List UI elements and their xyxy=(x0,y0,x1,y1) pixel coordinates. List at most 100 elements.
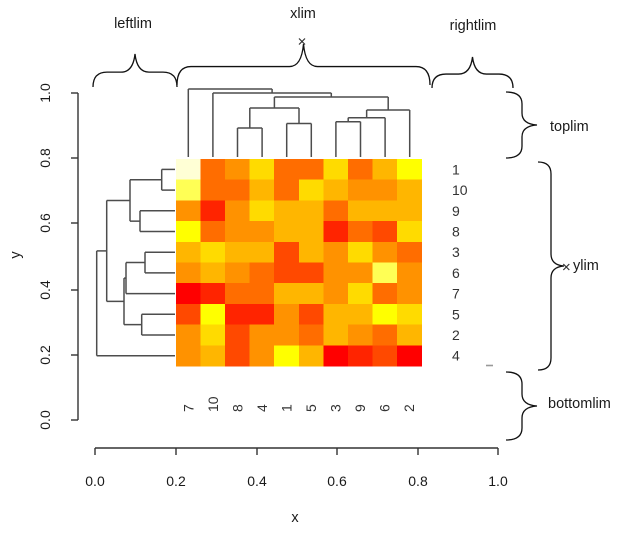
heatmap-cell xyxy=(176,324,201,346)
brace-leftlim xyxy=(92,53,178,88)
heatmap-cell xyxy=(372,221,398,243)
heatmap-cell xyxy=(225,303,251,325)
x-axis-title: x xyxy=(291,510,299,526)
heatmap-cell xyxy=(372,241,398,263)
heatmap-cell xyxy=(396,179,422,201)
heatmap-cell xyxy=(323,324,349,346)
heatmap-cell xyxy=(176,200,201,222)
heatmap-cell xyxy=(298,303,324,325)
heatmap-cell xyxy=(225,283,251,305)
heatmap-cell xyxy=(298,283,324,305)
heatmap-cell xyxy=(200,241,226,263)
col-label: 2 xyxy=(401,404,417,412)
heatmap-cell xyxy=(176,179,201,201)
heatmap-cell xyxy=(274,179,300,201)
heatmap-cell xyxy=(396,283,422,305)
heatmap-cell xyxy=(323,241,349,263)
x-tick-label: 0.4 xyxy=(247,473,267,489)
x-marker xyxy=(298,38,306,45)
heatmap-cell xyxy=(249,345,275,367)
heatmap-cell xyxy=(200,303,226,325)
annotation-xlim: xlim xyxy=(290,6,316,22)
heatmap-cell xyxy=(323,262,349,284)
annotation-ylim: ylim xyxy=(573,258,599,274)
heatmap-cell xyxy=(200,200,226,222)
heatmap-cell xyxy=(347,179,373,201)
heatmap-cell xyxy=(274,262,300,284)
heatmap-cell xyxy=(396,262,422,284)
heatmap-cell xyxy=(225,262,251,284)
heatmap-cell xyxy=(176,262,201,284)
heatmap-cell xyxy=(200,159,226,181)
heatmap-cell xyxy=(249,303,275,325)
heatmap-cell xyxy=(396,200,422,222)
x-tick-label: 0.0 xyxy=(85,473,105,489)
heatmap-cell xyxy=(298,200,324,222)
heatmap-cell xyxy=(274,345,300,367)
heatmap-cell xyxy=(372,303,398,325)
heatmap-cell xyxy=(200,283,226,305)
row-label: 8 xyxy=(452,223,460,239)
heatmap-cell xyxy=(347,283,373,305)
heatmap-cell xyxy=(396,324,422,346)
row-label: 3 xyxy=(452,244,460,260)
brace-bottomlim xyxy=(505,371,538,441)
heatmap-cell xyxy=(274,283,300,305)
x-tick-label: 0.6 xyxy=(327,473,347,489)
x-tick-label: 1.0 xyxy=(488,473,508,489)
heatmap-cell xyxy=(274,303,300,325)
heatmap-cell xyxy=(200,262,226,284)
heatmap-cell xyxy=(274,324,300,346)
heatmap-cell xyxy=(323,345,349,367)
heatmap-cell xyxy=(347,200,373,222)
heatmap-cell xyxy=(225,179,251,201)
heatmap-cell xyxy=(323,200,349,222)
heatmap-cell xyxy=(298,159,324,181)
heatmap-cell xyxy=(200,345,226,367)
heatmap-cell xyxy=(372,262,398,284)
heatmap-cell xyxy=(249,241,275,263)
y-tick-label: 0.4 xyxy=(37,280,53,300)
col-label: 7 xyxy=(180,404,196,412)
heatmap-cell xyxy=(372,324,398,346)
heatmap-cell xyxy=(249,200,275,222)
row-label: 2 xyxy=(452,327,460,343)
heatmap-cell xyxy=(347,262,373,284)
row-label: 5 xyxy=(452,306,460,322)
heatmap-cell xyxy=(225,241,251,263)
row-label: 10 xyxy=(452,182,468,198)
heatmap-cell xyxy=(249,324,275,346)
x-tick-label: 0.2 xyxy=(166,473,186,489)
heatmap-cell xyxy=(200,221,226,243)
heatmap-cell xyxy=(372,179,398,201)
heatmap-cell xyxy=(323,159,349,181)
col-label: 9 xyxy=(352,404,368,412)
row-label: 9 xyxy=(452,203,460,219)
heatmap-cell xyxy=(323,303,349,325)
row-label: 1 xyxy=(452,161,460,177)
heatmap-cell xyxy=(347,303,373,325)
annotation-toplim: toplim xyxy=(550,119,589,135)
heatmap-cell xyxy=(176,241,201,263)
y-axis-title: y xyxy=(8,251,24,259)
heatmap-cell xyxy=(396,241,422,263)
annotation-rightlim: rightlim xyxy=(449,18,497,34)
heatmap-cell xyxy=(274,159,300,181)
col-label: 4 xyxy=(254,404,270,412)
heatmap-cell xyxy=(176,345,201,367)
heatmap-cell xyxy=(225,345,251,367)
heatmap-cell xyxy=(298,179,324,201)
annotation-bottomlim: bottomlim xyxy=(548,396,611,412)
col-label: 10 xyxy=(205,396,221,412)
heatmap-cell xyxy=(396,303,422,325)
brace-ylim xyxy=(537,161,565,371)
heatmap-cell xyxy=(347,221,373,243)
heatmap-cell xyxy=(200,324,226,346)
heatmap-cell xyxy=(298,221,324,243)
col-label: 8 xyxy=(229,404,245,412)
brace-toplim xyxy=(505,91,538,159)
brace-xlim xyxy=(176,43,431,86)
row-label: 6 xyxy=(452,265,460,281)
